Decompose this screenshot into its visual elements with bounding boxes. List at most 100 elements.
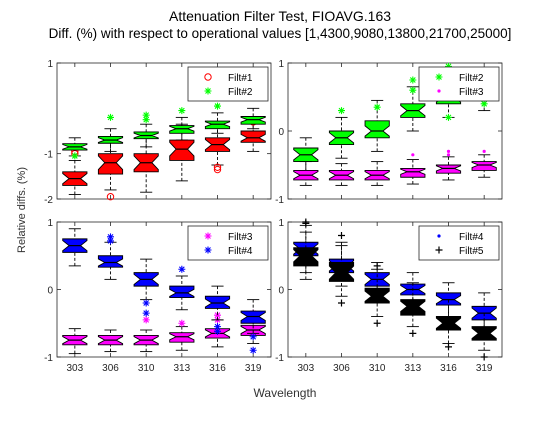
outlier-asterisk: [249, 346, 257, 354]
legend: Filt#2 Filt#3: [418, 66, 500, 102]
outlier-plus: [338, 232, 345, 239]
outlier-dot: [446, 149, 451, 153]
box-Filt#4: [97, 233, 124, 280]
box-Filt#4: [204, 285, 231, 335]
box-body: [169, 139, 195, 161]
outlier-dot: [482, 149, 486, 153]
outlier-asterisk: [142, 309, 150, 317]
outlier-asterisk: [204, 246, 212, 254]
box-Filt#1: [133, 135, 159, 193]
box-body: [204, 120, 231, 130]
outlier-plus: [373, 262, 381, 270]
box-body: [435, 164, 462, 174]
x-tick-label: 303: [66, 363, 83, 374]
box-Filt#4: [435, 282, 462, 321]
box-Filt#2: [400, 76, 426, 132]
y-tick-label: -2: [44, 195, 53, 206]
outlier-asterisk: [214, 327, 221, 335]
outlier-dot: [437, 89, 441, 93]
outlier-circle: [106, 193, 115, 201]
box-Filt#4: [240, 299, 266, 354]
box-body: [364, 120, 390, 139]
box-Filt#5: [364, 262, 390, 327]
outlier-asterisk: [214, 311, 221, 319]
y-axis-label: Relative diffs. (%): [16, 167, 28, 253]
box-Filt#3: [328, 163, 355, 186]
outlier-circle: [204, 73, 212, 81]
box-Filt#2: [204, 102, 231, 134]
y-tick-label: -1: [44, 150, 53, 161]
outlier-asterisk: [435, 73, 443, 81]
box-Filt#3: [364, 161, 390, 186]
legend-box: [418, 225, 500, 261]
x-tick-label: 316: [209, 363, 226, 374]
x-tick-label: 313: [173, 363, 190, 374]
outlier-asterisk: [214, 102, 221, 110]
box-body: [240, 310, 266, 324]
series-Filt#1: [62, 118, 266, 201]
y-tick-label: 0: [47, 286, 53, 297]
x-tick-label: 303: [297, 363, 314, 374]
box-Filt#4: [62, 228, 88, 267]
outlier-circle: [213, 165, 222, 174]
legend-label: Filt#3: [228, 232, 253, 243]
legend-label: Filt#1: [228, 73, 253, 84]
box-body: [97, 153, 124, 175]
outlier-asterisk: [178, 319, 186, 327]
box-Filt#2: [240, 107, 266, 130]
outlier-plus: [302, 219, 310, 227]
legend-label: Filt#2: [459, 73, 484, 84]
outlier-plus: [409, 329, 417, 337]
legend: Filt#1 Filt#2: [187, 66, 269, 102]
panel-bottom-left: 1 0 -1 303 306 310 313 316 319 Filt#3 Filt#4: [44, 218, 272, 374]
outlier-plus: [373, 319, 381, 327]
box-body: [435, 292, 462, 306]
box-Filt#1: [169, 123, 195, 182]
box-body: [240, 116, 266, 125]
outlier-dot: [437, 234, 441, 238]
outlier-asterisk: [373, 103, 381, 111]
x-tick-label: 306: [333, 363, 350, 374]
box-Filt#2: [328, 107, 355, 159]
y-tick-label: -1: [275, 353, 284, 364]
legend-label: Filt#2: [228, 87, 253, 98]
outlier-asterisk: [480, 100, 488, 108]
box-Filt#5: [400, 282, 426, 337]
box-body: [400, 299, 426, 316]
box-Filt#5: [328, 232, 355, 307]
outlier-asterisk: [249, 333, 257, 341]
outlier-asterisk: [142, 111, 150, 119]
outlier-asterisk: [107, 233, 114, 241]
legend-box: [418, 66, 500, 102]
outlier-asterisk: [204, 87, 212, 95]
x-axis-label: Wavelength: [254, 386, 317, 400]
outlier-plus: [445, 343, 452, 351]
x-tick-label: 319: [245, 363, 262, 374]
box-Filt#5: [293, 218, 319, 280]
panel-top-left: 1 -1 -2 Filt#1 Filt#2: [44, 59, 272, 206]
x-tick-label: 313: [404, 363, 421, 374]
outlier-asterisk: [178, 265, 186, 273]
box-Filt#3: [400, 153, 426, 185]
legend-label: Filt#4: [228, 246, 253, 257]
box-body: [293, 247, 319, 267]
box-Filt#2: [97, 113, 124, 152]
x-tick-label: 310: [138, 363, 155, 374]
legend-label: Filt#3: [459, 87, 484, 98]
y-tick-label: 1: [278, 59, 284, 70]
box-Filt#3: [293, 161, 319, 186]
outlier-asterisk: [214, 323, 221, 331]
box-Filt#4: [133, 258, 159, 317]
legend-box: [187, 225, 269, 261]
series-Filt#3: [293, 149, 497, 186]
box-body: [169, 332, 195, 343]
outlier-asterisk: [107, 237, 114, 245]
outlier-plus: [480, 353, 488, 361]
box-body: [169, 125, 195, 134]
y-tick-label: 0: [278, 127, 284, 138]
outlier-circle: [213, 163, 222, 171]
box-Filt#3: [169, 319, 195, 351]
outlier-dot: [446, 153, 451, 157]
outlier-asterisk: [142, 116, 150, 124]
